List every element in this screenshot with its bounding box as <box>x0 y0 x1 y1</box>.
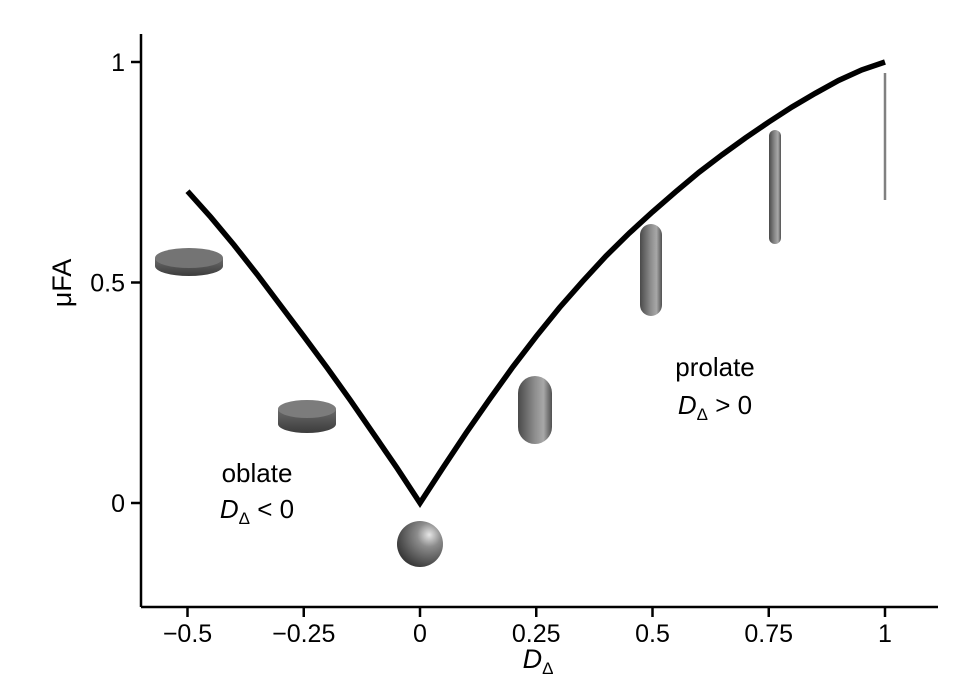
annotation-prolate-text: prolate <box>675 352 755 382</box>
x-ticks: −0.5 −0.25 0 0.25 0.5 0.75 1 <box>163 607 892 648</box>
x-tick-label: 0 <box>413 620 427 648</box>
annotation-prolate: prolate DΔ > 0 <box>675 352 755 424</box>
y-tick-label: 1 <box>111 49 125 77</box>
annotation-oblate-text: oblate <box>222 458 293 488</box>
y-tick-label: 0.5 <box>90 270 125 298</box>
thin-rod-glyph <box>769 130 781 244</box>
x-tick-label: 0.5 <box>635 620 670 648</box>
series-line <box>185 59 886 509</box>
axes <box>139 34 938 609</box>
y-tick-label: 0 <box>111 490 125 518</box>
x-tick-label: 1 <box>878 620 892 648</box>
y-axis-label: μFA <box>47 259 77 308</box>
x-tick-label: −0.5 <box>163 620 212 648</box>
x-tick-label: 0.75 <box>744 620 793 648</box>
short-capsule-glyph <box>518 376 552 444</box>
long-capsule-glyph <box>640 224 662 316</box>
sphere-glyph <box>397 521 443 567</box>
thick-disk-glyph <box>278 400 336 433</box>
annotation-oblate-formula: DΔ < 0 <box>220 494 294 528</box>
y-ticks: 00.51 <box>90 49 141 518</box>
flat-disk-glyph <box>155 248 223 276</box>
shape-glyphs <box>155 73 887 567</box>
x-axis-label: DΔ <box>523 644 554 678</box>
annotation-oblate: oblate DΔ < 0 <box>220 458 294 528</box>
annotation-prolate-formula: DΔ > 0 <box>678 390 752 424</box>
x-tick-label: 0.25 <box>512 620 561 648</box>
x-tick-label: −0.25 <box>272 620 335 648</box>
